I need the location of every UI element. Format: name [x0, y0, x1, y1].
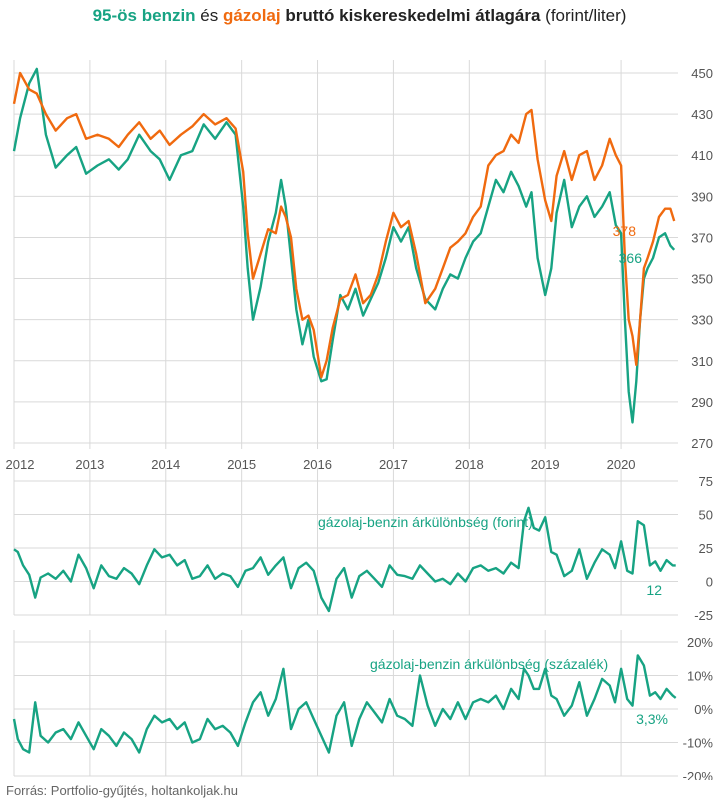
x-tick-label: 2019 — [531, 457, 560, 472]
y-tick-label: 25 — [699, 541, 713, 556]
difference-percent-end-label: 3,3% — [636, 711, 668, 727]
difference-series-line — [13, 506, 676, 613]
y-tick-label: 410 — [691, 148, 713, 163]
y-tick-label: 430 — [691, 107, 713, 122]
x-tick-label: 2016 — [303, 457, 332, 472]
y-tick-label: 350 — [691, 272, 713, 287]
difference-percent-panel: 20% 10% 0% -10% -20% gázolaj-benzin árkülönbs… — [12, 630, 714, 780]
difference-forint-panel: 75 50 25 0 -25 gázolaj-benzin árkülönbség (fo… — [13, 468, 713, 623]
x-tick-label: 2013 — [75, 457, 104, 472]
gazolaj-end-label: 378 — [613, 223, 637, 239]
x-tick-label: 2017 — [379, 457, 408, 472]
difference-forint-end-label: 12 — [646, 582, 662, 598]
benzin-end-label: 366 — [619, 250, 643, 266]
title-unit: (forint/liter) — [540, 6, 627, 25]
difference-percent-title: gázolaj-benzin árkülönbség (százalék) — [370, 656, 608, 672]
y-tick-label: 370 — [691, 230, 713, 245]
y-tick-label: 270 — [691, 436, 713, 451]
y-tick-label: 50 — [699, 508, 713, 523]
chart-title: 95-ös benzin és gázolaj bruttó kiskeresk… — [0, 6, 719, 26]
y-tick-label: -20% — [683, 769, 714, 780]
y-tick-label: 0 — [706, 575, 713, 590]
x-tick-label: 2014 — [151, 457, 180, 472]
x-tick-label: 2012 — [6, 457, 35, 472]
difference-series-line — [12, 654, 677, 754]
benzin-series-line — [12, 67, 676, 424]
title-gazolaj: gázolaj — [222, 6, 281, 25]
y-tick-label: 20% — [687, 635, 713, 650]
price-panel: 450 430 410 390 370 350 330 310 290 270 2012 2013 20… — [6, 60, 713, 472]
y-tick-label: 0% — [694, 702, 713, 717]
y-tick-label: 450 — [691, 66, 713, 81]
chart-canvas: 450 430 410 390 370 350 330 310 290 270 2012 2013 20… — [6, 60, 714, 780]
gazolaj-series-line — [12, 71, 676, 379]
title-main: bruttó kiskereskedelmi átlagára — [280, 6, 541, 25]
y-tick-label: -10% — [683, 736, 714, 751]
x-tick-label: 2018 — [455, 457, 484, 472]
title-benzin: 95-ös benzin — [92, 6, 196, 25]
y-tick-label: -25 — [694, 608, 713, 623]
y-tick-label: 75 — [699, 474, 713, 489]
source-note: Forrás: Portfolio-gyűjtés, holtankoljak.… — [6, 783, 238, 798]
y-tick-label: 310 — [691, 354, 713, 369]
x-tick-label: 2015 — [227, 457, 256, 472]
difference-forint-title: gázolaj-benzin árkülönbség (forint) — [318, 514, 533, 530]
y-tick-label: 10% — [687, 669, 713, 684]
y-tick-label: 290 — [691, 395, 713, 410]
y-tick-label: 390 — [691, 189, 713, 204]
y-tick-label: 330 — [691, 313, 713, 328]
x-tick-label: 2020 — [607, 457, 636, 472]
title-connector: és — [195, 6, 223, 25]
